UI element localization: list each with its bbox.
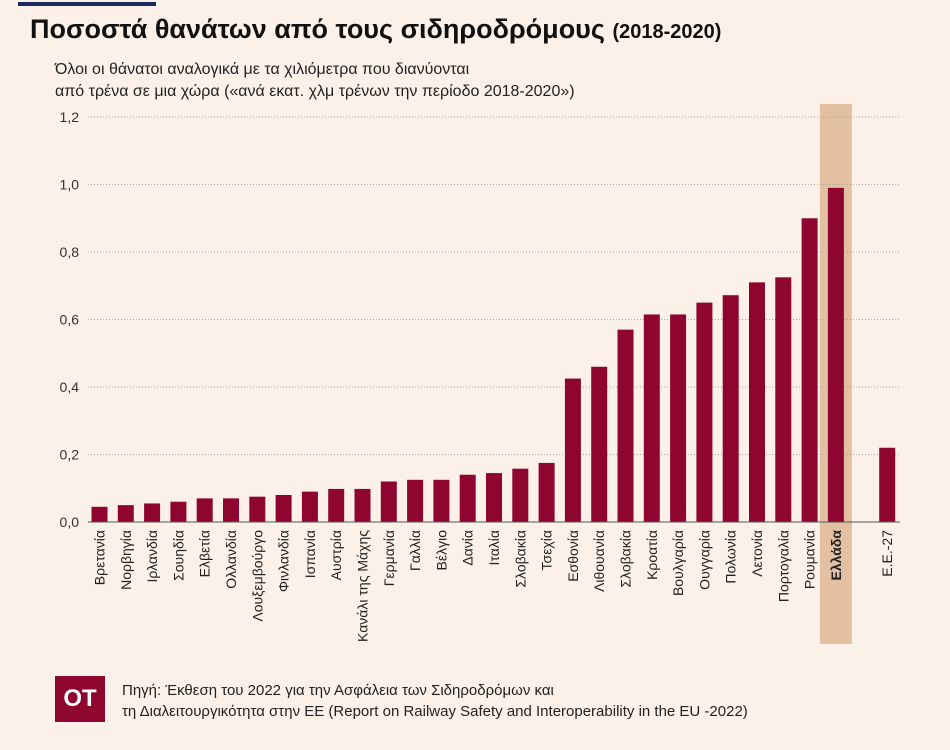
bar [801,218,818,522]
bar [354,488,371,522]
x-tick-label: Σλοβακία [618,530,634,588]
x-tick-label: Γερμανία [381,530,397,586]
ot-logo: OT [55,676,105,722]
bar [223,498,239,522]
subtitle-line-2: από τρένα σε μια χώρα («ανά εκατ. χλμ τρ… [55,83,575,100]
x-tick-label: Νορβηγία [118,530,134,590]
x-tick-label: Ρουμανία [802,530,818,589]
x-tick-label: Αυστρία [328,530,344,580]
bar [144,503,161,522]
x-tick-label: Δανία [460,530,476,566]
bar [380,481,397,522]
x-tick-label: Σουηδία [170,530,186,581]
x-tick-label: Πορτογαλία [775,530,791,602]
bar [617,329,634,522]
y-tick-label: 0,6 [60,312,80,328]
chart-subtitle: Όλοι οι θάνατοι αναλογικά με τα χιλιόμετ… [55,59,755,103]
x-tick-label: Ιρλανδία [144,530,160,582]
x-tick-label: Εσθονία [565,530,581,582]
x-tick-label: Βουλγαρία [670,530,686,596]
bar [564,378,581,522]
bar [407,479,424,522]
x-tick-label: Λετονία [749,530,765,577]
top-rule [18,2,156,6]
bar [117,505,134,522]
y-tick-label: 0,8 [60,244,80,260]
x-tick-label: Ιταλία [486,530,502,566]
title-years: (2018-2020) [612,21,722,43]
source-line-2: τη Διαλειτουργικότητα στην ΕΕ (Report on… [122,703,748,720]
x-tick-label: Βρετανία [92,530,108,585]
bar [459,474,476,522]
x-tick-label: Γαλλία [407,530,423,571]
x-tick-label: Πολωνία [723,530,739,584]
y-tick-label: 0,2 [60,447,80,463]
x-tick-label: Λιθουανία [591,530,607,592]
y-tick-label: 0,0 [60,514,80,530]
bar [433,479,450,522]
bar [91,506,108,522]
bar [328,488,345,522]
x-tick-label: Λουξεμβούργο [249,530,265,622]
bar [775,277,792,522]
source-note: Πηγή: Έκθεση του 2022 για την Ασφάλεια τ… [122,680,922,722]
bar [538,462,555,522]
bar [827,187,844,522]
x-tick-label: Φινλανδία [276,530,292,592]
x-tick-label: Ε.Ε.-27 [879,530,895,577]
bar [643,314,660,522]
x-tick-label: Κανάλι της Μάχης [355,530,371,642]
x-tick-label: Ελβετία [197,530,213,577]
chart-title: Ποσοστά θανάτων από τους σιδηροδρόμους (… [30,14,722,44]
y-tick-label: 0,4 [60,379,80,395]
y-tick-label: 1,0 [60,177,80,193]
bar [591,366,608,522]
subtitle-line-1: Όλοι οι θάνατοι αναλογικά με τα χιλιόμετ… [55,61,470,78]
bar [301,491,318,522]
x-tick-label: Τσεχία [539,530,555,570]
x-tick-label: Ουγγαρία [696,530,712,590]
x-tick-label: Ισπανία [302,530,318,578]
bar [749,282,765,522]
bar [486,473,502,522]
source-line-1: Πηγή: Έκθεση του 2022 για την Ασφάλεια τ… [122,682,554,699]
bar [879,447,896,522]
x-tick-label: Σλοβακία [512,530,528,588]
bar [196,498,213,522]
bar [722,295,739,522]
bar [696,302,713,522]
x-tick-label: Κροατία [644,530,660,580]
bar [249,496,266,522]
x-tick-label: Βέλγιο [433,530,449,571]
bar [670,314,687,522]
y-tick-label: 1,2 [60,109,80,125]
bar [275,495,292,522]
bar [170,501,187,522]
x-tick-label: Ελλάδα [828,530,844,581]
bar [512,468,529,522]
x-tick-label: Ολλανδία [223,530,239,589]
